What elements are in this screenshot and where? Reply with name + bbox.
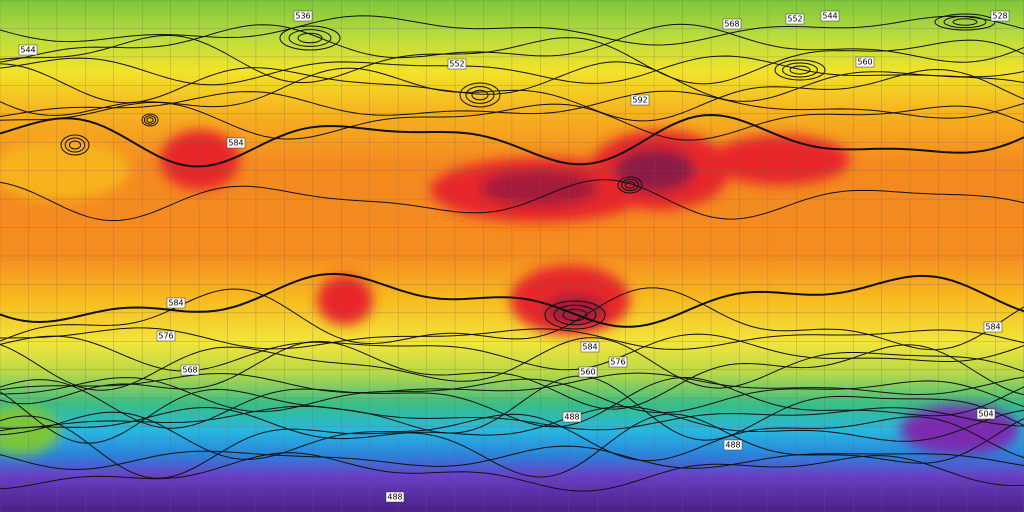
closed-contour [553,304,597,326]
closed-contour [68,140,82,150]
closed-contour [562,308,588,322]
contour-label: 488 [564,413,579,422]
contour-label: 584 [228,139,243,148]
height-contour [0,405,1024,431]
contour-label: 592 [632,96,647,105]
contour-label: 576 [158,332,173,341]
label-box [630,94,650,106]
height-contour [0,406,1024,442]
closed-contour [297,32,323,44]
label-box [723,439,743,451]
closed-contour [146,117,154,123]
label-box [855,56,875,68]
label-box [820,10,840,22]
height-contour [0,101,1024,141]
closed-contour [143,115,157,125]
label-box [562,411,582,423]
height-contour [0,179,1024,222]
contour-label: 560 [857,58,872,67]
label-box [156,330,176,342]
height-contour [0,55,1024,86]
closed-contour [141,113,159,127]
contour-label: 552 [449,60,464,69]
contour-label: 568 [724,20,739,29]
label-box [166,297,186,309]
closed-contour [471,89,489,101]
contour-label: 488 [387,493,402,502]
closed-contour [465,86,495,104]
height-contour [0,372,1024,396]
height-contour [0,377,1024,414]
closed-contour [624,181,636,189]
closed-contour [789,65,811,75]
label-box [578,366,598,378]
contour-label: 544 [20,46,35,55]
height-contour [0,327,1024,350]
contour-label: 560 [580,368,595,377]
heat-regions [0,130,1020,455]
contour-label: 584 [582,343,597,352]
label-box [608,356,628,368]
contour-label: 584 [168,299,183,308]
label-box [785,13,805,25]
contour-label: 504 [978,410,993,419]
label-box [385,491,405,503]
closed-contour [459,82,501,108]
contour-label: 544 [822,12,837,21]
label-box [18,44,38,56]
closed-contour [782,62,818,78]
label-box [722,18,742,30]
contour-label: 584 [985,323,1000,332]
height-contour [0,61,1024,104]
height-contour [0,375,1024,444]
closed-contour [60,134,90,156]
closed-contour [943,15,987,29]
contour-label: 576 [610,358,625,367]
label-box [580,341,600,353]
closed-contour [544,300,606,330]
contours [0,13,1024,492]
height-contour [0,113,1024,168]
closed-contour [774,59,826,81]
closed-contour [617,176,643,194]
height-contour [0,15,1024,46]
height-contour [0,337,1024,391]
closed-contour [64,137,86,153]
label-box [180,364,200,376]
closed-contour [952,18,978,26]
closed-contour [288,29,332,47]
label-box [447,58,467,70]
contour-label: 568 [182,366,197,375]
height-contour [0,23,1024,63]
closed-contour [621,178,639,192]
height-contour [0,411,1024,462]
contour-label: 536 [295,12,310,21]
label-box [293,10,313,22]
height-contour [0,340,1024,410]
contour-label: 552 [787,15,802,24]
height-contour [0,452,1024,492]
label-box [976,408,996,420]
label-box [983,321,1003,333]
label-box [226,137,246,149]
closed-contour [934,13,996,31]
contour-label: 528 [992,12,1007,21]
contour-labels: 536 528 544 552 568 552 560 584 584 576 568 584 504 4… [18,10,1010,503]
height-contour [0,445,1024,470]
label-box [990,10,1010,22]
height-contour [0,413,1024,479]
height-contour [0,287,1024,351]
closed-contour [279,25,341,51]
height-contour [0,34,1024,85]
contour-label: 488 [725,441,740,450]
